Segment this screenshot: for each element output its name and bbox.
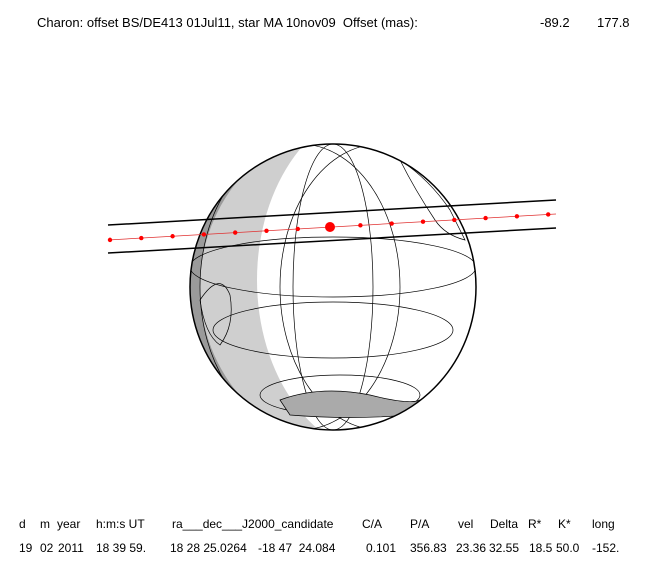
cell: 19 [19,541,33,555]
table: d m year h:m:s UT ra___dec___J2000_candidate… [19,517,619,555]
track-dot [420,219,426,224]
offset-x: -89.2 [540,15,570,30]
track-dot [139,235,144,241]
column-header: R* [528,517,542,531]
closest-approach [325,222,335,232]
column-header: d [19,517,26,531]
cell: 32.55 [489,541,519,555]
cell: 2011 [58,541,84,555]
track-south [107,227,557,254]
cell: 18 28 25.0264 [170,541,247,555]
globe [190,144,476,430]
track-dot [295,226,300,232]
column-header: P/A [410,517,429,531]
column-header: vel [458,517,473,531]
cell: -18 47 24.084 [258,541,336,555]
track-dot [546,212,551,217]
track-dot [358,223,363,228]
track-dot [483,215,488,221]
offset-y: 177.8 [597,15,630,30]
cell: -152. [592,541,619,555]
track-dot [170,234,175,239]
cell: 0.101 [366,541,396,555]
track-dot [514,214,520,219]
track-dot [201,232,207,237]
column-header: m [40,517,50,531]
cell: 23.36 [456,541,486,555]
track-dot [264,228,269,234]
track-dot [452,217,457,223]
column-header: long [592,517,615,531]
cell: 02 [40,541,54,555]
column-header: h:m:s UT [96,517,145,531]
cell: 50.0 [556,541,580,555]
cell: 18.5 [529,541,553,555]
track-dot [107,237,113,243]
column-header: K* [558,517,571,531]
column-header: C/A [362,517,382,531]
title: Charon: offset BS/DE413 01Jul11, star MA… [37,15,418,30]
track-dot [233,230,238,235]
column-header: year [57,517,80,531]
cell: 356.83 [410,541,447,555]
column-header: Delta [490,517,518,531]
column-header: ra___dec___J2000_candidate [172,517,334,531]
track-north [107,199,557,226]
globe-outline [189,143,477,431]
cell: 18 39 59. [96,541,146,555]
track-dot [389,221,394,226]
